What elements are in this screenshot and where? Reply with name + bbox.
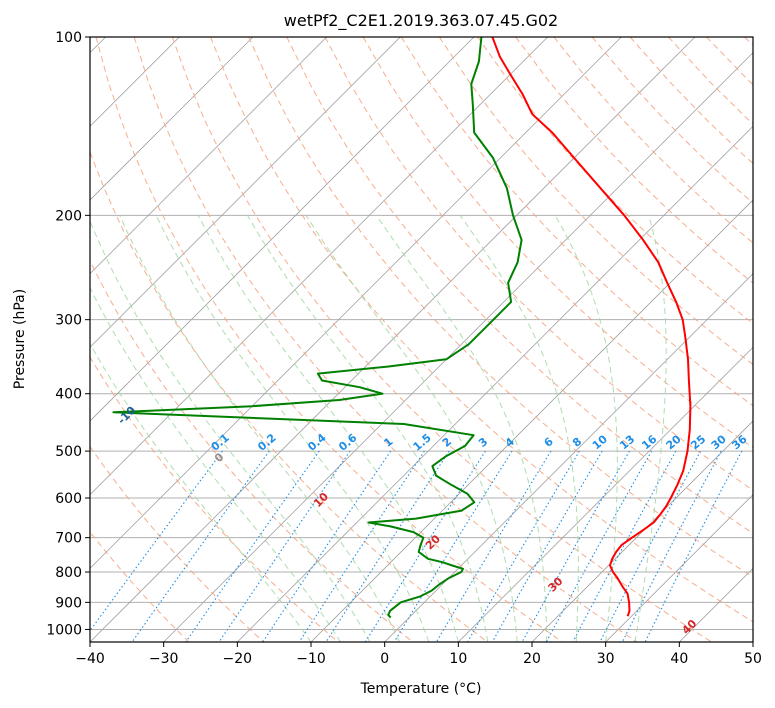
moist-adiabat-line bbox=[90, 219, 371, 642]
isotherm-line bbox=[90, 37, 622, 569]
y-tick-label: 200 bbox=[55, 208, 82, 224]
plot-frame bbox=[89, 36, 754, 643]
mixing-ratio-line bbox=[185, 450, 320, 642]
x-tick-label: 50 bbox=[744, 651, 762, 667]
y-tick-label: 100 bbox=[55, 30, 82, 46]
moist-adiabat-line bbox=[119, 215, 400, 642]
moist-adiabat-line bbox=[459, 215, 579, 642]
x-tick-label: 30 bbox=[597, 651, 615, 667]
dewpoint-profile-line bbox=[112, 37, 523, 619]
moist-adiabat-line bbox=[375, 215, 548, 642]
mixing-ratio-line bbox=[218, 450, 351, 642]
dry-adiabat-line bbox=[95, 37, 563, 642]
dry-adiabat-line bbox=[90, 356, 339, 642]
isotherm-line bbox=[90, 37, 254, 201]
isotherm-line bbox=[90, 37, 475, 422]
y-tick-label: 700 bbox=[55, 531, 82, 547]
dry-adiabat-line bbox=[248, 37, 753, 578]
dry-adiabat-line bbox=[438, 37, 753, 365]
dry-adiabat-line bbox=[477, 37, 753, 325]
moist-adiabat-line bbox=[90, 342, 312, 642]
dry-adiabat-line bbox=[133, 37, 638, 642]
isotherm-line bbox=[237, 125, 753, 642]
x-tick-label: −10 bbox=[296, 651, 326, 667]
isotherm-line bbox=[605, 494, 753, 642]
isotherm-line bbox=[90, 37, 696, 642]
isotherm-line bbox=[90, 37, 548, 496]
y-tick-label: 800 bbox=[55, 565, 82, 581]
mixing-ratio-line bbox=[644, 450, 743, 642]
plot-area bbox=[90, 37, 753, 642]
isotherm-line bbox=[531, 420, 753, 642]
dry-adiabat-line bbox=[171, 37, 712, 642]
dry-adiabat-line bbox=[286, 37, 753, 534]
dry-adiabat-line bbox=[90, 259, 414, 642]
dry-adiabat-line bbox=[324, 37, 753, 491]
mixing-ratio-line bbox=[393, 450, 513, 642]
isotherm-line bbox=[163, 52, 753, 642]
x-tick-label: 40 bbox=[670, 651, 688, 667]
y-axis-title: Pressure (hPa) bbox=[12, 289, 28, 389]
y-tick-label: 600 bbox=[55, 491, 82, 507]
isotherm-line bbox=[384, 273, 753, 642]
x-axis-title: Temperature (°C) bbox=[360, 681, 482, 697]
x-tick-label: −20 bbox=[223, 651, 253, 667]
mixing-ratio-line bbox=[621, 450, 722, 642]
mixing-ratio-line bbox=[545, 450, 653, 642]
moist-adiabat-line bbox=[197, 215, 459, 642]
x-tick-label: 0 bbox=[380, 651, 389, 667]
moist-adiabat-line bbox=[554, 215, 618, 642]
y-tick-label: 500 bbox=[55, 444, 82, 460]
isotherm-line bbox=[90, 37, 401, 348]
y-tick-label: 900 bbox=[55, 595, 82, 611]
mixing-ratio-line bbox=[491, 450, 603, 642]
mixing-ratio-line bbox=[90, 450, 223, 632]
moist-adiabat-line bbox=[634, 215, 667, 642]
y-tick-label: 1000 bbox=[46, 622, 82, 638]
y-tick-label: 300 bbox=[55, 313, 82, 329]
axes: −40 −30 −20 −10 0 10 20 30 40 50 1000 900 800 700 600 5… bbox=[46, 30, 762, 667]
moist-adiabat-line bbox=[247, 215, 489, 642]
mixing-ratio-line bbox=[599, 450, 701, 642]
temperature-profile-line bbox=[491, 37, 692, 617]
mixing-ratio-line bbox=[298, 450, 425, 642]
mixing-ratio-line bbox=[262, 450, 392, 642]
mixing-ratio-line bbox=[521, 450, 630, 642]
isotherm-line bbox=[90, 37, 327, 275]
dry-adiabat-line bbox=[90, 150, 488, 642]
x-tick-label: −40 bbox=[75, 651, 105, 667]
x-tick-label: −30 bbox=[149, 651, 179, 667]
dry-adiabat-line bbox=[90, 445, 264, 642]
y-tick-label: 400 bbox=[55, 387, 82, 403]
chart-title: wetPf2_C2E1.2019.363.07.45.G02 bbox=[284, 11, 558, 31]
x-tick-label: 20 bbox=[523, 651, 541, 667]
moist-adiabat-line bbox=[305, 215, 518, 642]
moist-adiabat-line bbox=[90, 286, 341, 642]
moist-adiabat-line bbox=[155, 215, 430, 642]
x-tick-label: 10 bbox=[449, 651, 467, 667]
isotherm-line bbox=[458, 346, 753, 642]
mixing-ratio-line bbox=[572, 450, 677, 642]
